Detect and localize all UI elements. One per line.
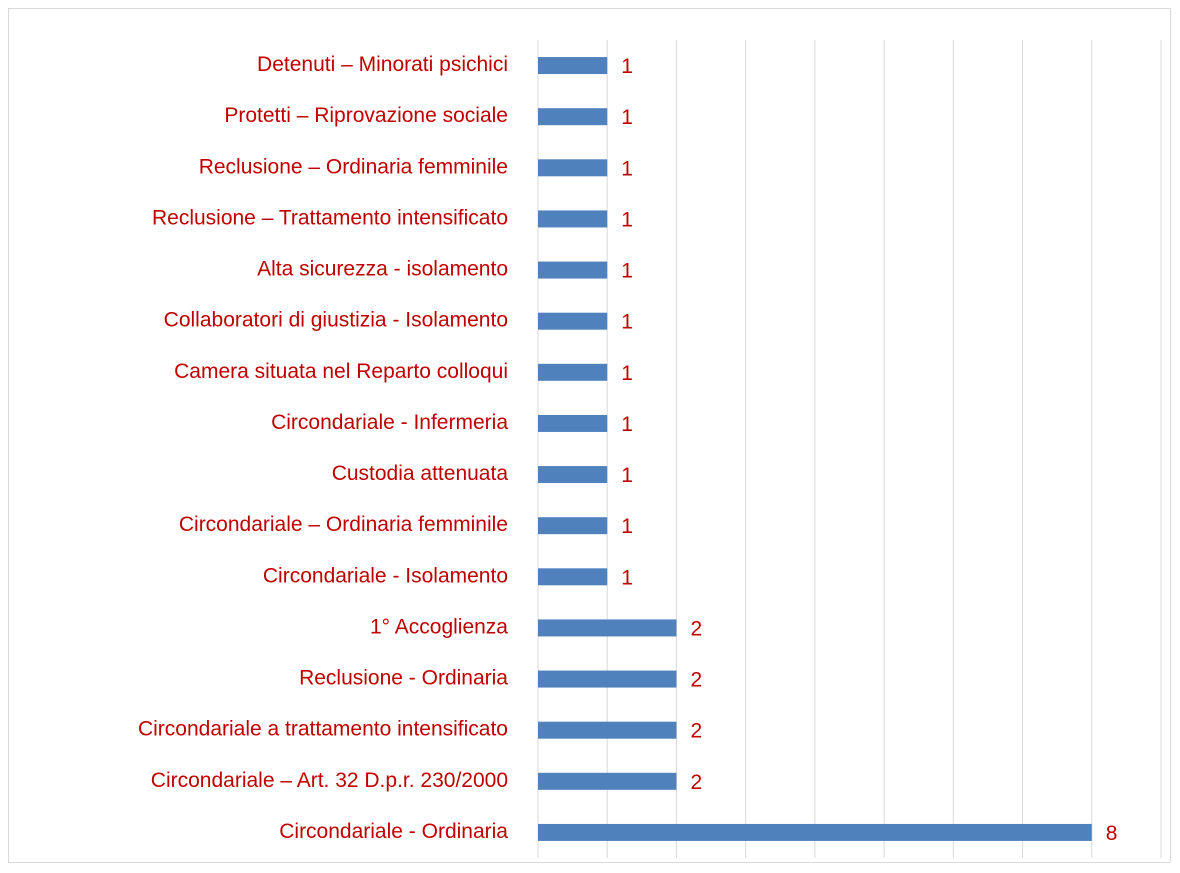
bar [538, 159, 608, 177]
bar [538, 312, 608, 330]
value-label: 1 [621, 157, 633, 180]
value-label: 1 [621, 413, 633, 436]
chart-frame [8, 8, 1171, 863]
y-tick-label: Circondariale - Isolamento [263, 564, 508, 587]
bar [538, 568, 608, 586]
value-label: 1 [621, 106, 633, 129]
value-label: 2 [690, 669, 702, 692]
bar [538, 414, 608, 432]
y-tick-label: Alta sicurezza - isolamento [257, 258, 508, 281]
y-tick-label: 1° Accoglienza [370, 615, 508, 638]
y-tick-label: Reclusione – Trattamento intensificato [152, 206, 508, 229]
bar [538, 772, 677, 790]
bar [538, 517, 608, 535]
value-label: 1 [621, 208, 633, 231]
value-label: 2 [690, 617, 702, 640]
y-tick-label: Protetti – Riprovazione sociale [224, 104, 508, 127]
bar [538, 108, 608, 126]
value-label: 1 [621, 362, 633, 385]
y-tick-label: Camera situata nel Reparto colloqui [174, 360, 508, 383]
y-tick-label: Collaboratori di giustizia - Isolamento [164, 309, 508, 332]
value-label: 1 [621, 260, 633, 283]
y-tick-label: Circondariale - Infermeria [271, 411, 508, 434]
y-tick-label: Circondariale a trattamento intensificat… [138, 718, 508, 741]
value-label: 1 [621, 566, 633, 589]
value-label: 2 [690, 771, 702, 794]
bar [538, 210, 608, 228]
y-tick-label: Reclusione – Ordinaria femminile [199, 155, 508, 178]
bar [538, 466, 608, 484]
y-tick-label: Detenuti – Minorati psichici [257, 53, 508, 76]
bar [538, 57, 608, 75]
y-tick-label: Circondariale – Art. 32 D.p.r. 230/2000 [151, 769, 508, 792]
bar [538, 823, 1092, 841]
bar [538, 261, 608, 279]
y-tick-label: Reclusione - Ordinaria [299, 667, 508, 690]
value-label: 1 [621, 515, 633, 538]
value-label: 8 [1106, 822, 1118, 845]
bar [538, 363, 608, 381]
bar [538, 721, 677, 739]
value-label: 1 [621, 55, 633, 78]
bar [538, 670, 677, 688]
value-label: 1 [621, 464, 633, 487]
y-tick-label: Circondariale - Ordinaria [279, 820, 508, 843]
bar [538, 619, 677, 637]
y-tick-label: Circondariale – Ordinaria femminile [179, 513, 508, 536]
value-label: 1 [621, 311, 633, 334]
value-label: 2 [690, 720, 702, 743]
y-tick-label: Custodia attenuata [332, 462, 509, 485]
